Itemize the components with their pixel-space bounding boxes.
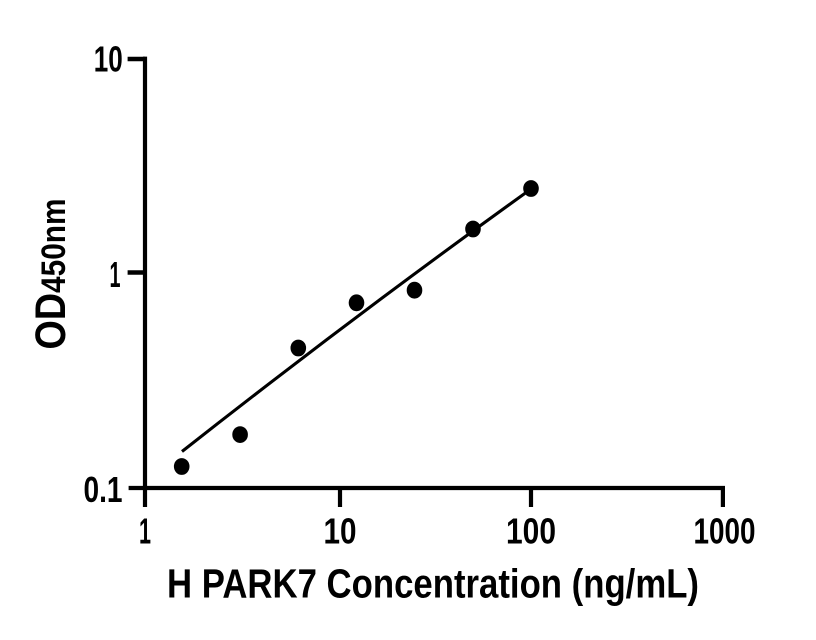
svg-text:1: 1 xyxy=(139,511,151,552)
svg-text:OD450nm: OD450nm xyxy=(27,199,75,350)
svg-text:1: 1 xyxy=(110,254,121,295)
svg-text:H PARK7 Concentration (ng/mL): H PARK7 Concentration (ng/mL) xyxy=(167,561,699,607)
svg-text:100: 100 xyxy=(506,511,556,552)
svg-text:10: 10 xyxy=(324,511,357,552)
svg-text:0.1: 0.1 xyxy=(84,469,123,510)
svg-text:1000: 1000 xyxy=(694,511,756,552)
svg-text:10: 10 xyxy=(94,38,123,79)
